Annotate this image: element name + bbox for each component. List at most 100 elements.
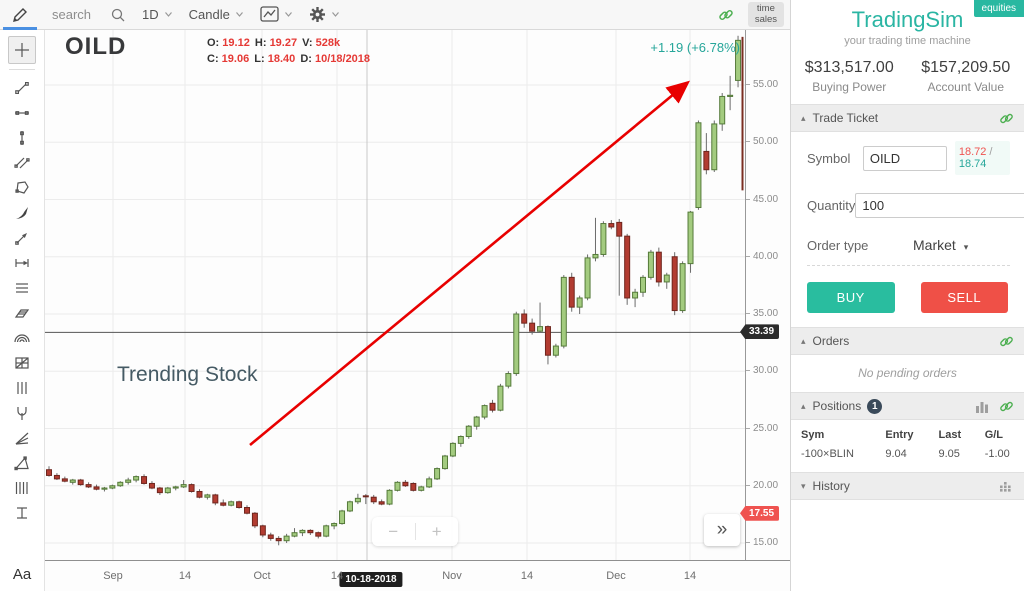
fan-lines-tool[interactable]: [7, 425, 37, 450]
col-gl: G/L: [984, 429, 1004, 441]
candle: [687, 210, 694, 273]
triangle-tool[interactable]: [7, 450, 37, 475]
history-chart-icon[interactable]: [999, 480, 1014, 493]
zoom-in-button[interactable]: +: [431, 522, 442, 541]
candle: [180, 480, 187, 489]
trade-ticket-header[interactable]: ▴ Trade Ticket: [791, 104, 1024, 132]
zoom-out-button[interactable]: −: [388, 522, 399, 541]
bar-chart-icon[interactable]: [975, 400, 989, 413]
history-header[interactable]: ▾ History: [791, 472, 1024, 500]
price-axis-label: 15.00: [746, 537, 778, 548]
fan-lines-icon: [15, 432, 29, 445]
price-axis-label: 35.00: [746, 308, 778, 319]
candle: [109, 484, 116, 490]
candle: [576, 295, 583, 314]
pitchfork-tool[interactable]: [7, 400, 37, 425]
buying-power-stat: $313,517.00 Buying Power: [791, 59, 908, 94]
measure-tool[interactable]: [7, 250, 37, 275]
trading-panel: equities TradingSim your trading time ma…: [790, 0, 1024, 591]
positions-header[interactable]: ▴ Positions 1: [791, 392, 1024, 420]
order-type-value: Market: [913, 237, 956, 253]
vertical-line-tool[interactable]: [7, 125, 37, 150]
trending-stock-annotation: Trending Stock: [117, 363, 258, 386]
candle: [259, 524, 266, 538]
time-sales-button[interactable]: time sales: [747, 1, 784, 28]
polygon-tool[interactable]: [7, 175, 37, 200]
horizontal-line-tool[interactable]: [7, 100, 37, 125]
crosshair-icon: [15, 43, 29, 57]
quantity-label: Quantity: [807, 198, 856, 213]
position-row[interactable]: -100×BLIN 9.04 9.05 -1.00: [791, 445, 1024, 464]
link-icon[interactable]: [999, 399, 1014, 414]
candlestick-chart[interactable]: [45, 30, 745, 560]
buy-button[interactable]: BUY: [807, 282, 895, 313]
candle: [61, 476, 68, 483]
candle: [608, 220, 615, 230]
brush-tool[interactable]: [7, 200, 37, 225]
gann-square-tool[interactable]: [7, 350, 37, 375]
candle: [323, 524, 330, 538]
link-icon[interactable]: [999, 334, 1014, 349]
candle: [148, 481, 155, 490]
orders-header[interactable]: ▴ Orders: [791, 327, 1024, 355]
candle: [568, 272, 575, 312]
link-icon[interactable]: [718, 7, 734, 23]
equities-badge[interactable]: equities: [973, 0, 1024, 17]
candle: [735, 35, 742, 88]
settings-dropdown[interactable]: [309, 6, 340, 23]
price-range-tool[interactable]: [7, 500, 37, 525]
positions-table: Sym Entry Last G/L -100×BLIN 9.04 9.05 -…: [791, 424, 1024, 464]
horizontal-lines-pattern-tool[interactable]: [7, 275, 37, 300]
time-axis-label: Sep: [103, 570, 123, 582]
timeframe-dropdown[interactable]: 1D: [142, 7, 173, 22]
candle: [616, 218, 623, 296]
candle: [695, 120, 702, 210]
arrow-line-tool[interactable]: [7, 225, 37, 250]
candle: [394, 481, 401, 492]
symbol-input[interactable]: [862, 145, 947, 171]
quantity-input[interactable]: [855, 193, 1024, 218]
position-gl: -1.00: [984, 448, 1010, 460]
arc-fan-tool[interactable]: [7, 325, 37, 350]
time-axis[interactable]: 10-18-2018 Sep 14 Oct 14 Nov 14 Dec 14: [45, 560, 790, 591]
draw-tool-tab[interactable]: [0, 0, 40, 30]
price-axis-label: 25.00: [746, 423, 778, 434]
history-title: History: [812, 479, 850, 493]
candle: [647, 249, 654, 280]
indicators-dropdown[interactable]: [260, 6, 293, 23]
timeframe-label: 1D: [142, 7, 159, 22]
candle: [600, 221, 607, 257]
ohlc-readout: O: 19.12 H: 19.27 V: 528k C: 19.06 L: 18…: [207, 35, 372, 67]
order-type-select[interactable]: Market ▾: [913, 237, 968, 253]
candle: [544, 325, 551, 365]
crosshair-date-tooltip: 10-18-2018: [339, 572, 403, 587]
candle: [513, 311, 520, 376]
search-box[interactable]: [52, 7, 126, 23]
candle: [481, 404, 488, 420]
trend-line-tool[interactable]: [7, 75, 37, 100]
chart-style-dropdown[interactable]: Candle: [189, 7, 244, 22]
low-label: L:: [254, 53, 265, 65]
text-tool[interactable]: Aa: [12, 566, 32, 583]
candle: [552, 343, 559, 358]
workspace: Aa OILD O: 19.12 H:: [0, 30, 790, 591]
price-axis[interactable]: 33.39 17.55 15.00 20.00 25.00 30.00 35.00 40.…: [740, 30, 790, 560]
vertical-lines-tool[interactable]: [7, 375, 37, 400]
parallel-channel-tool[interactable]: [7, 150, 37, 175]
crosshair-tool[interactable]: [8, 36, 36, 64]
link-icon[interactable]: [999, 111, 1014, 126]
time-cycles-tool[interactable]: [7, 475, 37, 500]
time-axis-label: 14: [330, 570, 344, 582]
fib-retracement-icon: [14, 308, 30, 318]
scroll-forward-button[interactable]: »: [704, 514, 740, 546]
search-input[interactable]: [52, 7, 110, 22]
brush-icon: [16, 206, 28, 219]
sell-button[interactable]: SELL: [920, 282, 1008, 313]
quantity-row: Quantity: [791, 184, 1024, 227]
chevron-down-icon: [235, 12, 243, 17]
candle: [125, 477, 132, 485]
candle: [410, 482, 417, 492]
col-last: Last: [938, 429, 962, 441]
time-axis-label: 14: [683, 570, 697, 582]
fib-retracement-tool[interactable]: [7, 300, 37, 325]
